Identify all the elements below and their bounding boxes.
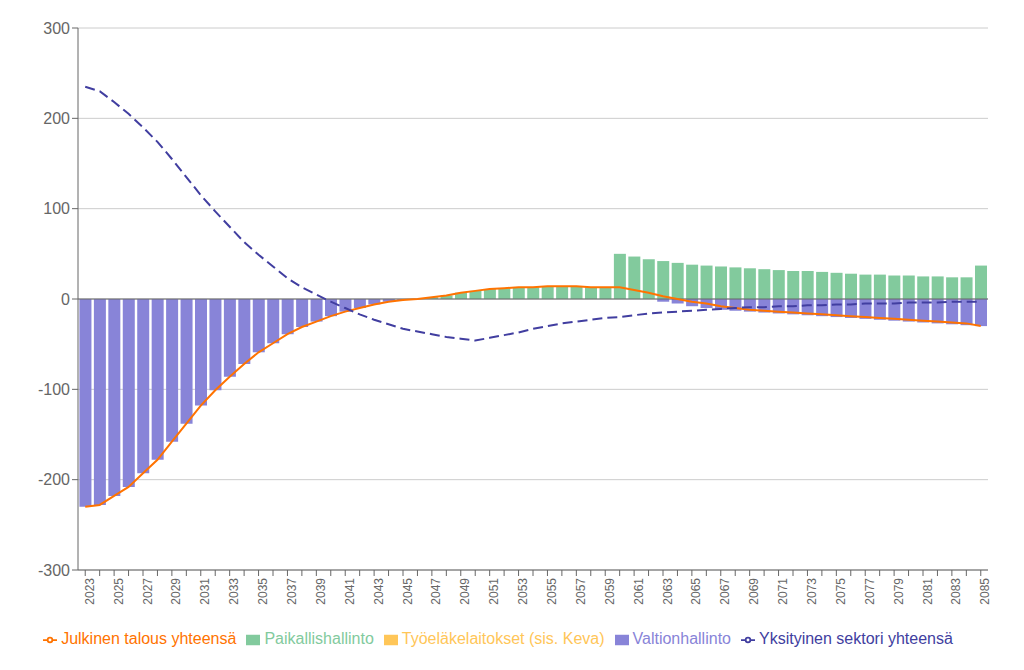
svg-text:2051: 2051 [487, 578, 501, 605]
svg-text:2085: 2085 [978, 578, 992, 605]
svg-text:2061: 2061 [632, 578, 646, 605]
svg-text:200: 200 [43, 110, 70, 127]
html-text:Työeläkelaitokset (sis. Keva): Työeläkelaitokset (sis. Keva) [401, 630, 605, 647]
svg-text:2047: 2047 [429, 578, 443, 605]
svg-text:300: 300 [43, 20, 70, 37]
svg-text:2073: 2073 [805, 578, 819, 605]
svg-text:2077: 2077 [863, 578, 877, 605]
svg-text:2075: 2075 [834, 578, 848, 605]
svg-text:2083: 2083 [949, 578, 963, 605]
svg-text:-300: -300 [38, 562, 70, 579]
svg-text:2069: 2069 [747, 578, 761, 605]
svg-text:2053: 2053 [516, 578, 530, 605]
svg-text:2059: 2059 [603, 578, 617, 605]
svg-text:2043: 2043 [372, 578, 386, 605]
svg-text:2029: 2029 [169, 578, 183, 605]
html-text:Julkinen talous yhteensä: Julkinen talous yhteensä [61, 630, 237, 647]
svg-text:2081: 2081 [921, 578, 935, 605]
svg-text:2055: 2055 [545, 578, 559, 605]
svg-text:2079: 2079 [892, 578, 906, 605]
svg-text:2049: 2049 [458, 578, 472, 605]
svg-text:2031: 2031 [198, 578, 212, 605]
svg-text:2037: 2037 [285, 578, 299, 605]
html-text:Paikallishallinto: Paikallishallinto [264, 630, 374, 647]
svg-text:-200: -200 [38, 471, 70, 488]
svg-text:2071: 2071 [776, 578, 790, 605]
svg-text:2065: 2065 [689, 578, 703, 605]
svg-text:2033: 2033 [227, 578, 241, 605]
svg-text:2067: 2067 [718, 578, 732, 605]
svg-text:2025: 2025 [112, 578, 126, 605]
svg-text:-100: -100 [38, 381, 70, 398]
svg-text:2023: 2023 [83, 578, 97, 605]
svg-text:2057: 2057 [574, 578, 588, 605]
svg-text:2063: 2063 [661, 578, 675, 605]
svg-text:0: 0 [61, 291, 70, 308]
html-text:Valtionhallinto: Valtionhallinto [632, 630, 731, 647]
svg-text:2041: 2041 [343, 578, 357, 605]
html-text:Yksityinen sektori yhteensä: Yksityinen sektori yhteensä [759, 630, 953, 647]
svg-text:2027: 2027 [141, 578, 155, 605]
svg-text:100: 100 [43, 200, 70, 217]
svg-text:2035: 2035 [256, 578, 270, 605]
svg-text:2045: 2045 [401, 578, 415, 605]
svg-text:2039: 2039 [314, 578, 328, 605]
